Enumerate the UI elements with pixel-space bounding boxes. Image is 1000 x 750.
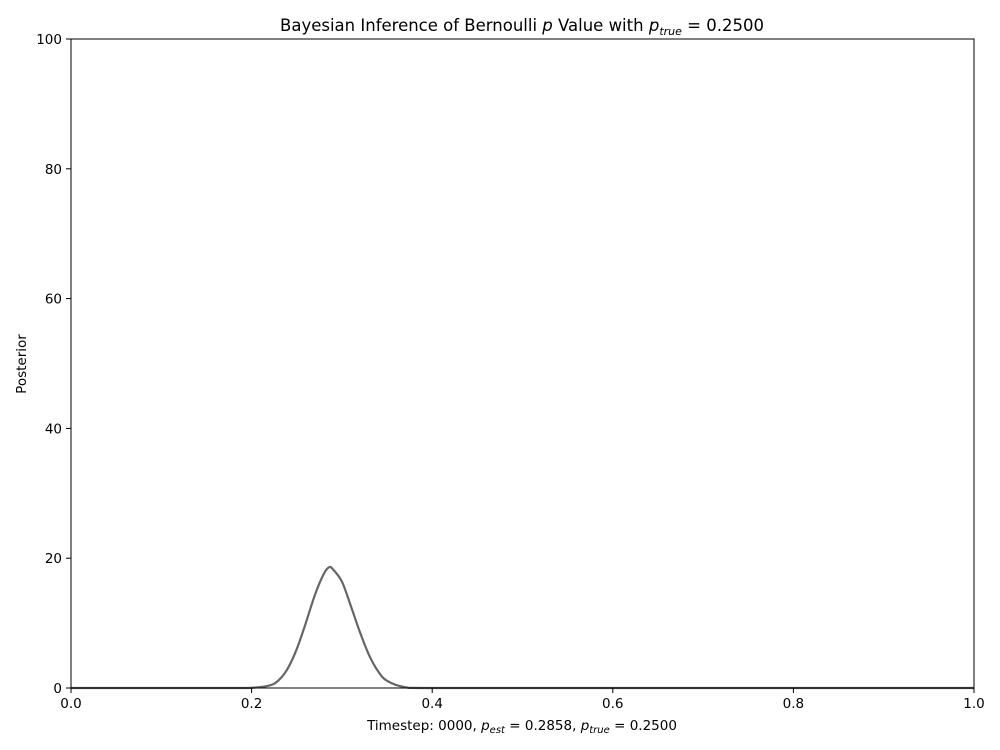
plot-area (71, 39, 974, 688)
y-tick-label: 80 (45, 162, 62, 178)
y-tick-label: 20 (45, 551, 62, 567)
x-tick-label: 0.0 (60, 696, 81, 712)
x-tick-label: 0.6 (602, 696, 623, 712)
y-tick-label: 0 (53, 681, 62, 697)
y-tick-label: 40 (45, 421, 62, 437)
x-tick-label: 0.4 (421, 696, 442, 712)
y-tick-label: 60 (45, 292, 62, 308)
x-tick-label: 0.8 (783, 696, 804, 712)
x-axis-label: Timestep: 0000, pest = 0.2858, ptrue = 0… (366, 718, 677, 736)
x-tick-label: 0.2 (241, 696, 262, 712)
chart-title: Bayesian Inference of Bernoulli p Value … (280, 16, 764, 38)
y-tick-label: 100 (36, 32, 62, 48)
y-axis-label: Posterior (14, 334, 30, 394)
plot-frame (70, 38, 975, 689)
x-tick-label: 1.0 (963, 696, 984, 712)
